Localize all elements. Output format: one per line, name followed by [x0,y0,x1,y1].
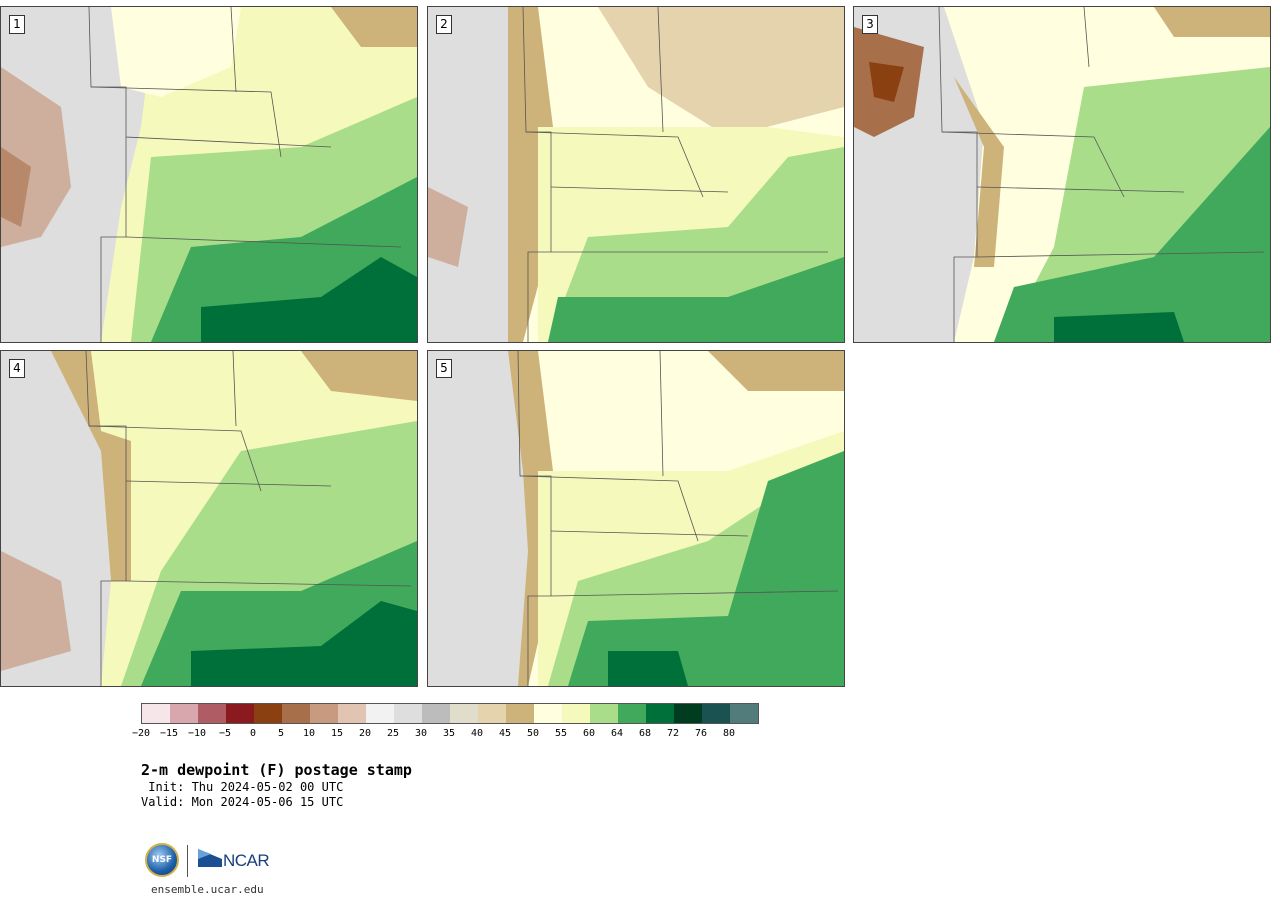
colorbar-tick-label: 5 [277,728,285,739]
colorbar-tick-label: −20 [131,728,151,739]
colorbar-tick-label: −5 [218,728,232,739]
colorbar-segment [534,704,562,723]
colorbar-tick-label: 50 [526,728,540,739]
dewpoint-map-2 [428,7,844,342]
ensemble-member-panel-4: 4 [0,350,418,687]
ncar-swoosh-icon [198,849,222,867]
panel-number: 2 [436,15,452,34]
colorbar-segment [674,704,702,723]
colorbar-segment [562,704,590,723]
colorbar-segment [338,704,366,723]
sponsor-logos: NSF NCAR [145,843,285,879]
colorbar-segment [310,704,338,723]
ensemble-member-panel-1: 1 [0,6,418,343]
colorbar-segment [142,704,170,723]
dewpoint-map-1 [1,7,417,342]
colorbar-segment [646,704,674,723]
colorbar-segment [730,704,758,723]
colorbar-segment [170,704,198,723]
colorbar-segment [478,704,506,723]
panel-number: 1 [9,15,25,34]
colorbar-segment [450,704,478,723]
site-url: ensemble.ucar.edu [151,883,264,896]
colorbar-tick-label: 55 [554,728,568,739]
colorbar-segment [394,704,422,723]
colorbar-tick-label: 15 [330,728,344,739]
colorbar-tick-label: 72 [666,728,680,739]
init-time: Init: Thu 2024-05-02 00 UTC [141,780,344,794]
colorbar-tick-label: −10 [187,728,207,739]
colorbar-tick-label: 45 [498,728,512,739]
colorbar-tick-label: 60 [582,728,596,739]
colorbar-segment [590,704,618,723]
colorbar-tick-label: 40 [470,728,484,739]
colorbar-tick-label: 80 [722,728,736,739]
panel-number: 5 [436,359,452,378]
colorbar-ticks: −20 −15 −10 −5 0 5 10 15 20 25 30 35 40 45 50 55 60 64 68 7… [132,728,761,742]
colorbar-segment [618,704,646,723]
colorbar-tick-label: −15 [159,728,179,739]
colorbar-segment [226,704,254,723]
colorbar-tick-label: 0 [249,728,257,739]
colorbar-tick-label: 68 [638,728,652,739]
colorbar-segment [366,704,394,723]
colorbar-tick-label: 20 [358,728,372,739]
dewpoint-map-5 [428,351,844,686]
colorbar-segment [282,704,310,723]
colorbar-segment [702,704,730,723]
colorbar-segment [254,704,282,723]
panel-number: 4 [9,359,25,378]
colorbar-tick-label: 76 [694,728,708,739]
nsf-logo-icon: NSF [145,843,179,877]
ncar-logo: NCAR [197,847,277,873]
ensemble-member-panel-5: 5 [427,350,845,687]
colorbar-segment [422,704,450,723]
colorbar-tick-label: 35 [442,728,456,739]
colorbar-tick-label: 25 [386,728,400,739]
ensemble-member-panel-2: 2 [427,6,845,343]
plot-title: 2-m dewpoint (F) postage stamp [141,761,412,779]
ncar-wordmark: NCAR [223,851,270,870]
dewpoint-colorbar [141,703,759,724]
colorbar-tick-label: 10 [302,728,316,739]
logo-divider [187,845,188,877]
dewpoint-map-4 [1,351,417,686]
valid-time: Valid: Mon 2024-05-06 15 UTC [141,795,344,809]
colorbar-segment [506,704,534,723]
panel-number: 3 [862,15,878,34]
dewpoint-map-3 [854,7,1270,342]
ensemble-member-panel-3: 3 [853,6,1271,343]
colorbar-tick-label: 64 [610,728,624,739]
colorbar-segment [198,704,226,723]
colorbar-tick-label: 30 [414,728,428,739]
